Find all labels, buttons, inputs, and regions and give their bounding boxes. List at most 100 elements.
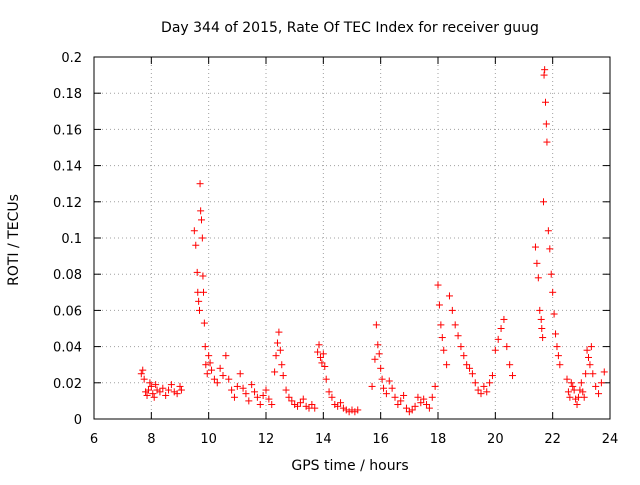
data-point [563, 375, 571, 383]
data-point [173, 390, 181, 398]
data-point [192, 241, 200, 249]
data-point [463, 361, 471, 369]
data-point [239, 384, 247, 392]
data-point [202, 361, 210, 369]
data-point [533, 259, 541, 267]
data-point [537, 315, 545, 323]
data-point [167, 381, 175, 389]
data-point [253, 393, 261, 401]
data-point [302, 402, 310, 410]
data-point [554, 352, 562, 360]
data-point [159, 384, 167, 392]
data-point [549, 288, 557, 296]
data-point [200, 319, 208, 327]
x-tick-label: 20 [487, 432, 504, 447]
data-point [543, 138, 551, 146]
data-point [477, 390, 485, 398]
data-point [600, 368, 608, 376]
data-point [222, 352, 230, 360]
data-point [262, 386, 270, 394]
data-point [391, 393, 399, 401]
data-point [491, 346, 499, 354]
data-point [500, 315, 508, 323]
data-point [248, 381, 256, 389]
data-point [156, 388, 164, 396]
grid-lines [94, 57, 610, 419]
data-point [230, 393, 238, 401]
data-point [539, 334, 547, 342]
data-point [541, 66, 549, 74]
data-point [397, 397, 405, 405]
y-tick-label: 0.16 [53, 123, 82, 138]
data-point [337, 399, 345, 407]
data-point [308, 401, 316, 409]
data-point [314, 348, 322, 356]
data-point [275, 328, 283, 336]
data-point [556, 361, 564, 369]
data-point [206, 359, 214, 367]
data-point [542, 120, 550, 128]
data-point [195, 306, 203, 314]
data-point [547, 270, 555, 278]
data-point [203, 370, 211, 378]
data-point [354, 406, 362, 414]
data-point [170, 388, 178, 396]
data-point [589, 370, 597, 378]
data-points [137, 66, 608, 416]
data-point [573, 401, 581, 409]
x-tick-label: 22 [544, 432, 561, 447]
data-point [321, 363, 329, 371]
data-point [328, 393, 336, 401]
data-point [480, 382, 488, 390]
data-point [531, 243, 539, 251]
x-axis-ticks: 6 8 10 12 14 16 18 20 22 24 [90, 57, 618, 447]
data-point [278, 361, 286, 369]
data-point [165, 386, 173, 394]
data-point [494, 335, 502, 343]
data-point [567, 379, 575, 387]
data-point [440, 346, 448, 354]
data-point [460, 352, 468, 360]
data-point [385, 377, 393, 385]
data-point [139, 366, 147, 374]
y-tick-label: 0.02 [53, 377, 82, 392]
data-point [552, 330, 560, 338]
data-point [279, 372, 287, 380]
data-point [147, 382, 155, 390]
data-point [564, 388, 572, 396]
data-point [534, 274, 542, 282]
data-point [542, 98, 549, 106]
data-point [597, 379, 605, 387]
data-point [205, 352, 213, 360]
data-point [149, 390, 157, 398]
data-point [318, 359, 326, 367]
data-point [435, 301, 443, 309]
data-point [146, 379, 154, 387]
data-point [197, 207, 205, 215]
data-point [251, 388, 259, 396]
x-tick-label: 12 [258, 432, 275, 447]
x-axis-label: GPS time / hours [291, 458, 408, 474]
data-point [471, 379, 479, 387]
data-point [583, 346, 591, 354]
data-point [351, 408, 359, 416]
data-point [176, 382, 184, 390]
data-point [414, 393, 422, 401]
data-point [213, 379, 221, 387]
data-point [259, 391, 267, 399]
data-point [242, 390, 250, 398]
y-tick-label: 0.14 [53, 160, 82, 175]
data-point [488, 372, 496, 380]
data-point [586, 361, 594, 369]
data-point [291, 401, 299, 409]
data-point [486, 379, 494, 387]
data-point [454, 332, 462, 340]
y-tick-label: 0.2 [61, 51, 82, 66]
x-tick-label: 8 [147, 432, 155, 447]
data-point [576, 386, 584, 394]
data-point [216, 364, 224, 372]
data-point [423, 401, 431, 409]
data-point [143, 391, 151, 399]
data-point [443, 361, 451, 369]
